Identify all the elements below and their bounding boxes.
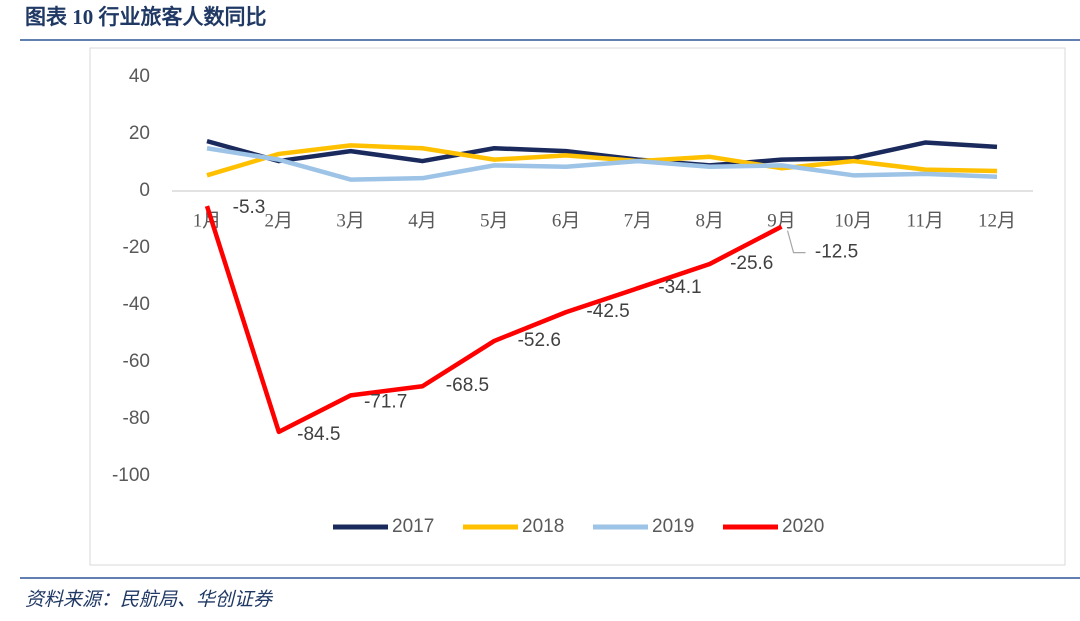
figure-title: 图表 10 行业旅客人数同比 — [25, 5, 267, 29]
y-tick-label: -60 — [123, 351, 150, 372]
leader-line — [786, 230, 806, 254]
series-line — [206, 143, 998, 178]
x-tick-label: 3月 — [336, 210, 365, 231]
series-line — [206, 146, 998, 182]
y-tick-label: 40 — [129, 66, 150, 87]
series-line — [204, 205, 783, 435]
x-tick-label: 10月 — [834, 210, 872, 231]
data-label: -34.1 — [658, 277, 701, 298]
x-tick-label: 11月 — [907, 210, 944, 231]
y-tick-label: 20 — [129, 123, 150, 144]
data-label: -25.6 — [730, 253, 773, 274]
x-tick-label: 7月 — [624, 210, 653, 231]
legend-label: 2017 — [392, 516, 434, 537]
x-tick-label: 12月 — [978, 210, 1016, 231]
y-tick-label: 0 — [139, 180, 150, 201]
x-tick-label: 8月 — [695, 210, 724, 231]
x-tick-label: 2月 — [265, 210, 294, 231]
data-label: -68.5 — [446, 375, 489, 396]
legend-label: 2020 — [782, 516, 824, 537]
x-tick-label: 5月 — [480, 210, 509, 231]
chart-frame — [89, 47, 1066, 566]
x-tick-label: 4月 — [408, 210, 437, 231]
x-tick-label: 9月 — [767, 210, 796, 231]
data-label: -52.6 — [518, 330, 561, 351]
data-label: -5.3 — [233, 197, 266, 218]
series-line — [206, 138, 998, 168]
y-tick-label: -100 — [112, 465, 150, 486]
data-label: -12.5 — [815, 242, 858, 263]
y-tick-label: -20 — [123, 237, 150, 258]
legend-label: 2018 — [522, 516, 564, 537]
data-label: -42.5 — [586, 301, 629, 322]
data-label: -84.5 — [297, 424, 340, 445]
legend-label: 2019 — [652, 516, 694, 537]
y-tick-label: -80 — [123, 408, 150, 429]
x-tick-label: 6月 — [552, 210, 581, 231]
source-note: 资料来源：民航局、华创证券 — [25, 588, 274, 610]
y-tick-label: -40 — [123, 294, 150, 315]
data-label: -71.7 — [364, 391, 407, 412]
